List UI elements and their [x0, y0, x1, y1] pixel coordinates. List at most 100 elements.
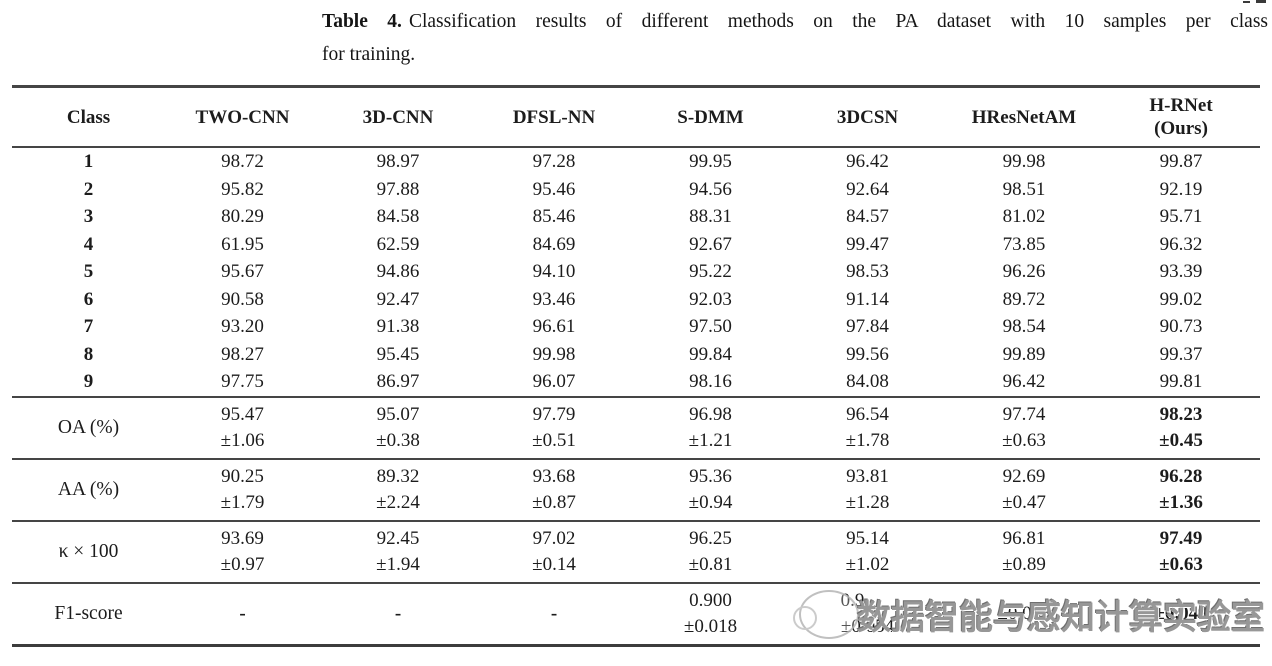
cell: - — [394, 602, 402, 624]
cell: 95.71 — [1159, 206, 1203, 227]
metric-error: ±0.51 — [532, 429, 576, 451]
cell: 93.46 — [532, 288, 576, 310]
cell: 97.28 — [532, 151, 576, 172]
metric-value: 92.69 — [1002, 465, 1046, 487]
metric-value: 97.74 — [1002, 403, 1046, 425]
cell: 89.72 — [1002, 288, 1046, 310]
col-header-two-cnn: TWO-CNN — [195, 106, 290, 128]
col-header-s-dmm: S-DMM — [677, 106, 744, 128]
cell: 96.61 — [532, 316, 576, 337]
cell: 97.02 ±0.14 — [476, 521, 632, 583]
metric-value: 95.14 — [846, 527, 889, 549]
cell: 99.98 — [1002, 151, 1046, 172]
cell: 86.97 — [376, 371, 420, 392]
caption-text-line-1: Classification results of different meth… — [408, 11, 1268, 32]
metric-value: 98.23 — [1159, 403, 1203, 425]
cell: 96.07 — [532, 371, 576, 392]
cell: 98.27 — [221, 343, 264, 365]
cell: 95.67 — [221, 261, 264, 282]
cell: 99.84 — [689, 343, 732, 365]
metric-error: ±1.21 — [688, 429, 733, 451]
col-header-3dcsn: 3DCSN — [836, 106, 899, 128]
cell: 96.54 ±1.78 — [789, 397, 946, 459]
cell: 96.32 — [1159, 233, 1203, 255]
metric-label: F1-score — [54, 602, 123, 624]
cell: 97.49 ±0.63 — [1102, 521, 1260, 583]
col-header-h-rnet-line2: (Ours) — [1154, 118, 1208, 139]
metric-error: ±0.89 — [1002, 553, 1046, 575]
metric-value: 97.79 — [532, 403, 576, 425]
metric-value: 95.36 — [689, 465, 732, 487]
cell: 84.58 — [376, 206, 420, 227]
metric-label: OA (%) — [57, 416, 120, 438]
metric-error: ±0.47 — [1002, 491, 1046, 513]
cell: 62.59 — [376, 233, 420, 255]
cell: 99.47 — [846, 233, 889, 255]
cell: 92.47 — [376, 288, 420, 310]
metric-value: 96.28 — [1159, 465, 1203, 487]
metric-error: ±0.049 — [1154, 602, 1208, 624]
metric-error: ±2.24 — [376, 491, 420, 513]
metric-error: ±1.36 — [1159, 491, 1203, 513]
caption-line-2: for training. — [322, 44, 416, 65]
col-header-h-rnet-line1: H-RNet — [1149, 95, 1213, 116]
metric-error: ±1.78 — [845, 429, 890, 451]
cell: 0.900 ±0.018 — [632, 583, 789, 646]
metric-error: ±1.06 — [220, 429, 265, 451]
metric-error: ±0.053 — [997, 602, 1051, 624]
watermark: 数据智能与感知计算实验室 — [793, 581, 1271, 647]
cell: 97.74 ±0.63 — [946, 397, 1102, 459]
cell: 90.58 — [221, 288, 264, 310]
cell: 97.75 — [221, 371, 264, 392]
cell: 92.64 — [846, 178, 889, 200]
metric-label: AA (%) — [57, 478, 120, 500]
cell: 96.25 ±0.81 — [632, 521, 789, 583]
cell: 92.67 — [689, 233, 732, 255]
cell: 98.51 — [1002, 178, 1046, 200]
metric-value: 93.69 — [221, 527, 264, 549]
class-cell: 9 — [83, 371, 94, 392]
cell: 95.45 — [376, 343, 420, 365]
caption-line-1: Table 4. Classification results of differ… — [322, 5, 1268, 38]
header-row: Class TWO-CNN 3D-CNN DFSL-NN S-DMM 3DCSN… — [12, 86, 1260, 147]
cell: 99.02 — [1159, 288, 1203, 310]
cell: 96.42 — [846, 151, 889, 172]
cell: 98.53 — [846, 261, 889, 282]
cell: 98.16 — [689, 371, 732, 392]
metric-error: ±1.94 — [376, 553, 420, 575]
cell: 98.54 — [1002, 316, 1046, 337]
cell: 92.45 ±1.94 — [320, 521, 476, 583]
metric-error: ±0.87 — [532, 491, 576, 513]
scan-artifact — [1243, 1, 1250, 3]
metric-error: ±0.81 — [688, 553, 733, 575]
metric-value: 90.25 — [221, 465, 264, 487]
class-row-2: 2 95.82 97.88 95.46 94.56 92.64 98.51 92.19 — [12, 176, 1260, 204]
class-cell: 3 — [83, 206, 94, 227]
cell: 97.88 — [376, 178, 420, 200]
metric-error: ±0.018 — [683, 615, 738, 637]
metric-error: ±0.45 — [1159, 429, 1203, 451]
metric-error: ±1.28 — [845, 491, 890, 513]
cell: 97.84 — [846, 316, 889, 337]
cell: 81.02 — [1002, 206, 1046, 227]
cell: 92.19 — [1159, 178, 1203, 200]
cell: 91.14 — [846, 288, 889, 310]
col-header-3d-cnn: 3D-CNN — [362, 106, 434, 128]
watermark-logo-icon — [793, 590, 859, 639]
metric-value: 95.07 — [376, 403, 420, 425]
cell: 95.14 ±1.02 — [789, 521, 946, 583]
metric-value: 97.02 — [532, 527, 576, 549]
cell: 96.26 — [1002, 261, 1046, 282]
cell: ±0.049 — [1102, 583, 1260, 646]
metric-error: ±0.63 — [1002, 429, 1046, 451]
cell: 95.36 ±0.94 — [632, 459, 789, 521]
class-cell: 8 — [83, 343, 94, 365]
cell: 96.81 ±0.89 — [946, 521, 1102, 583]
cell: 92.03 — [689, 288, 732, 310]
metric-error: ±0.94 — [688, 491, 733, 513]
metric-row-kappa: κ × 100 93.69 ±0.97 92.45 ±1.94 97.02 ±0.14… — [12, 521, 1260, 583]
metric-error: ±1.02 — [845, 553, 890, 575]
metric-value: 93.81 — [846, 465, 889, 487]
cell: 98.72 — [221, 151, 264, 172]
cell: 94.86 — [376, 261, 420, 282]
